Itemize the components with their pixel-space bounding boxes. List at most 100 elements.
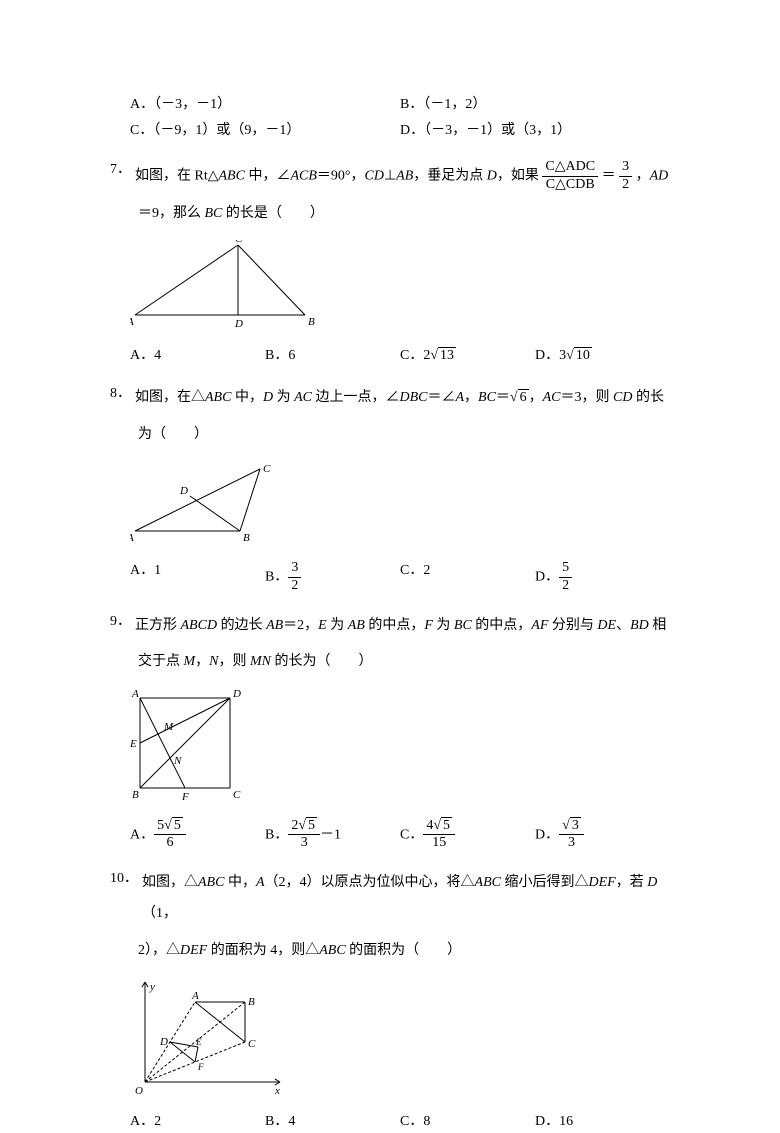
q9-ob-pre: B．	[265, 827, 288, 842]
q9-t2a: 交于点	[138, 654, 184, 669]
q7-triangle-svg: ABCD	[130, 240, 320, 330]
q7-t1b: 中，∠	[245, 168, 291, 183]
q7-opt-a[interactable]: A．4	[130, 345, 265, 367]
q10-number: 10．	[110, 868, 138, 890]
q7-opt-d[interactable]: D．310	[535, 345, 670, 367]
q7-optc-pre: C．2	[400, 348, 430, 363]
q7-text: 如图，在 Rt△ABC 中，∠ACB＝90°，CD⊥AB，垂足为点 D，如果 C…	[135, 159, 670, 194]
q10-t1d: 缩小后得到△	[501, 875, 589, 890]
q7-opt-b[interactable]: B．6	[265, 345, 400, 367]
q8-cd: CD	[613, 390, 632, 405]
q8-dbc: DBC	[399, 390, 427, 405]
q9-od-sqrt: 3	[562, 818, 581, 835]
q7-optd-pre: D．3	[535, 348, 566, 363]
q10-opt-b[interactable]: B．4	[265, 1111, 400, 1133]
q7-text-line2: ＝9，那么 BC 的长是（ ）	[138, 199, 670, 230]
q9-od-rad: 3	[570, 817, 581, 833]
q7-t2b: 的长是（ ）	[222, 206, 324, 221]
q9-t1a: 正方形	[135, 618, 181, 633]
q10-text: 如图，△ABC 中，A（2，4）以原点为位似中心，将△ABC 缩小后得到△DEF…	[142, 868, 670, 930]
q9-mn: MN	[250, 654, 271, 669]
q7-rnum: 3	[619, 159, 632, 177]
svg-text:O: O	[135, 1085, 143, 1097]
q8-t1j: 的长	[632, 390, 664, 405]
q8-opt-b[interactable]: B．32	[265, 560, 400, 595]
q9-ob-frac: 253	[288, 818, 320, 853]
q9-af: AF	[531, 618, 548, 633]
svg-text:A: A	[131, 688, 139, 700]
q8-t1b: 中，	[231, 390, 263, 405]
q9-oc-sqrt: 5	[433, 818, 452, 835]
q8-opt-c[interactable]: C．2	[400, 560, 535, 595]
q9-t1i: 、	[616, 618, 630, 633]
q8-opt-d[interactable]: D．52	[535, 560, 670, 595]
svg-text:M: M	[163, 721, 174, 733]
q9-ab: AB	[266, 618, 283, 633]
q9-t2d: 的长为（ ）	[271, 654, 373, 669]
q10-t1a: 如图，△	[142, 875, 198, 890]
q7-t1f: ，如果	[497, 168, 539, 183]
q6-opt-a[interactable]: A．（－3，－1）	[130, 94, 400, 116]
q9-n: N	[209, 654, 218, 669]
q6-opt-c[interactable]: C．（－9，1）或（9，－1）	[130, 120, 400, 142]
q9-oa-coef: 5	[157, 818, 164, 833]
q10-t1e: ，若	[616, 875, 648, 890]
q10-t2c: 的面积为（ ）	[346, 943, 462, 958]
q8-t1h: ，	[529, 390, 543, 405]
q10-abc3: ABC	[319, 943, 345, 958]
q9-oa-sqrt: 5	[164, 818, 183, 835]
q10-text-line2: 2），△DEF 的面积为 4，则△ABC 的面积为（ ）	[138, 936, 670, 967]
q6-opt-d[interactable]: D．（－3，－1）或（3，1）	[400, 120, 670, 142]
q7-figure: ABCD	[130, 240, 670, 338]
q7: 7． 如图，在 Rt△ABC 中，∠ACB＝90°，CD⊥AB，垂足为点 D，如…	[110, 159, 670, 367]
q9-oc-coef: 4	[426, 818, 433, 833]
q7-ad: AD	[650, 168, 669, 183]
q9-opt-a[interactable]: A．556	[130, 818, 265, 853]
q10-coord-svg: OxyABCDEF	[130, 977, 290, 1097]
q9-t1g: 的中点，	[472, 618, 532, 633]
q9-od-pre: D．	[535, 827, 559, 842]
q9-oa-frac: 556	[154, 818, 186, 853]
q9-opt-b[interactable]: B．253－1	[265, 818, 400, 853]
q9-oa-rad: 5	[172, 817, 183, 833]
q9-oc-pre: C．	[400, 827, 423, 842]
svg-text:D: D	[159, 1036, 168, 1048]
q7-opt-c[interactable]: C．213	[400, 345, 535, 367]
q10-abc2: ABC	[475, 875, 501, 890]
q7-d: D	[487, 168, 497, 183]
svg-text:C: C	[263, 463, 271, 475]
q8-t1f: ，	[464, 390, 478, 405]
q8-ac: AC	[294, 390, 312, 405]
q7-ratio-frac: C△ADCC△CDB	[542, 159, 598, 194]
q9-opt-c[interactable]: C．4515	[400, 818, 535, 853]
q10-t1f: （1，	[142, 906, 177, 921]
q10-opt-c[interactable]: C．8	[400, 1111, 535, 1133]
q9-f: F	[424, 618, 433, 633]
q7-abc: ABC	[219, 168, 245, 183]
q9-od-frac: 33	[559, 818, 584, 853]
svg-text:C: C	[235, 240, 243, 245]
q10-opt-d[interactable]: D．16	[535, 1111, 670, 1133]
q8-optb-pre: B．	[265, 569, 288, 584]
q9-oc-frac: 4515	[423, 818, 455, 853]
q8-t1a: 如图，在△	[135, 390, 205, 405]
q7-t1c: ＝90°，	[317, 168, 365, 183]
q8-bc: BC	[478, 390, 496, 405]
q8-t1d: 边上一点，∠	[312, 390, 400, 405]
svg-text:A: A	[130, 316, 134, 328]
q9-opt-d[interactable]: D．33	[535, 818, 670, 853]
q10-t2a: 2），△	[138, 943, 180, 958]
q10-d: D	[647, 875, 657, 890]
svg-text:x: x	[274, 1085, 280, 1097]
q10-opt-a[interactable]: A．2	[130, 1111, 265, 1133]
q9-ob-rad: 5	[306, 817, 317, 833]
q9-oc-den: 15	[423, 835, 455, 852]
q8-opt-a[interactable]: A．1	[130, 560, 265, 595]
q6-opt-b[interactable]: B．（－1，2）	[400, 94, 670, 116]
svg-text:y: y	[149, 981, 155, 993]
svg-text:A: A	[191, 990, 199, 1002]
q8-optd-den: 2	[559, 578, 572, 595]
q7-frac-num: C△ADC	[542, 159, 598, 177]
q10-t2b: 的面积为 4，则△	[207, 943, 319, 958]
svg-text:E: E	[195, 1037, 202, 1047]
